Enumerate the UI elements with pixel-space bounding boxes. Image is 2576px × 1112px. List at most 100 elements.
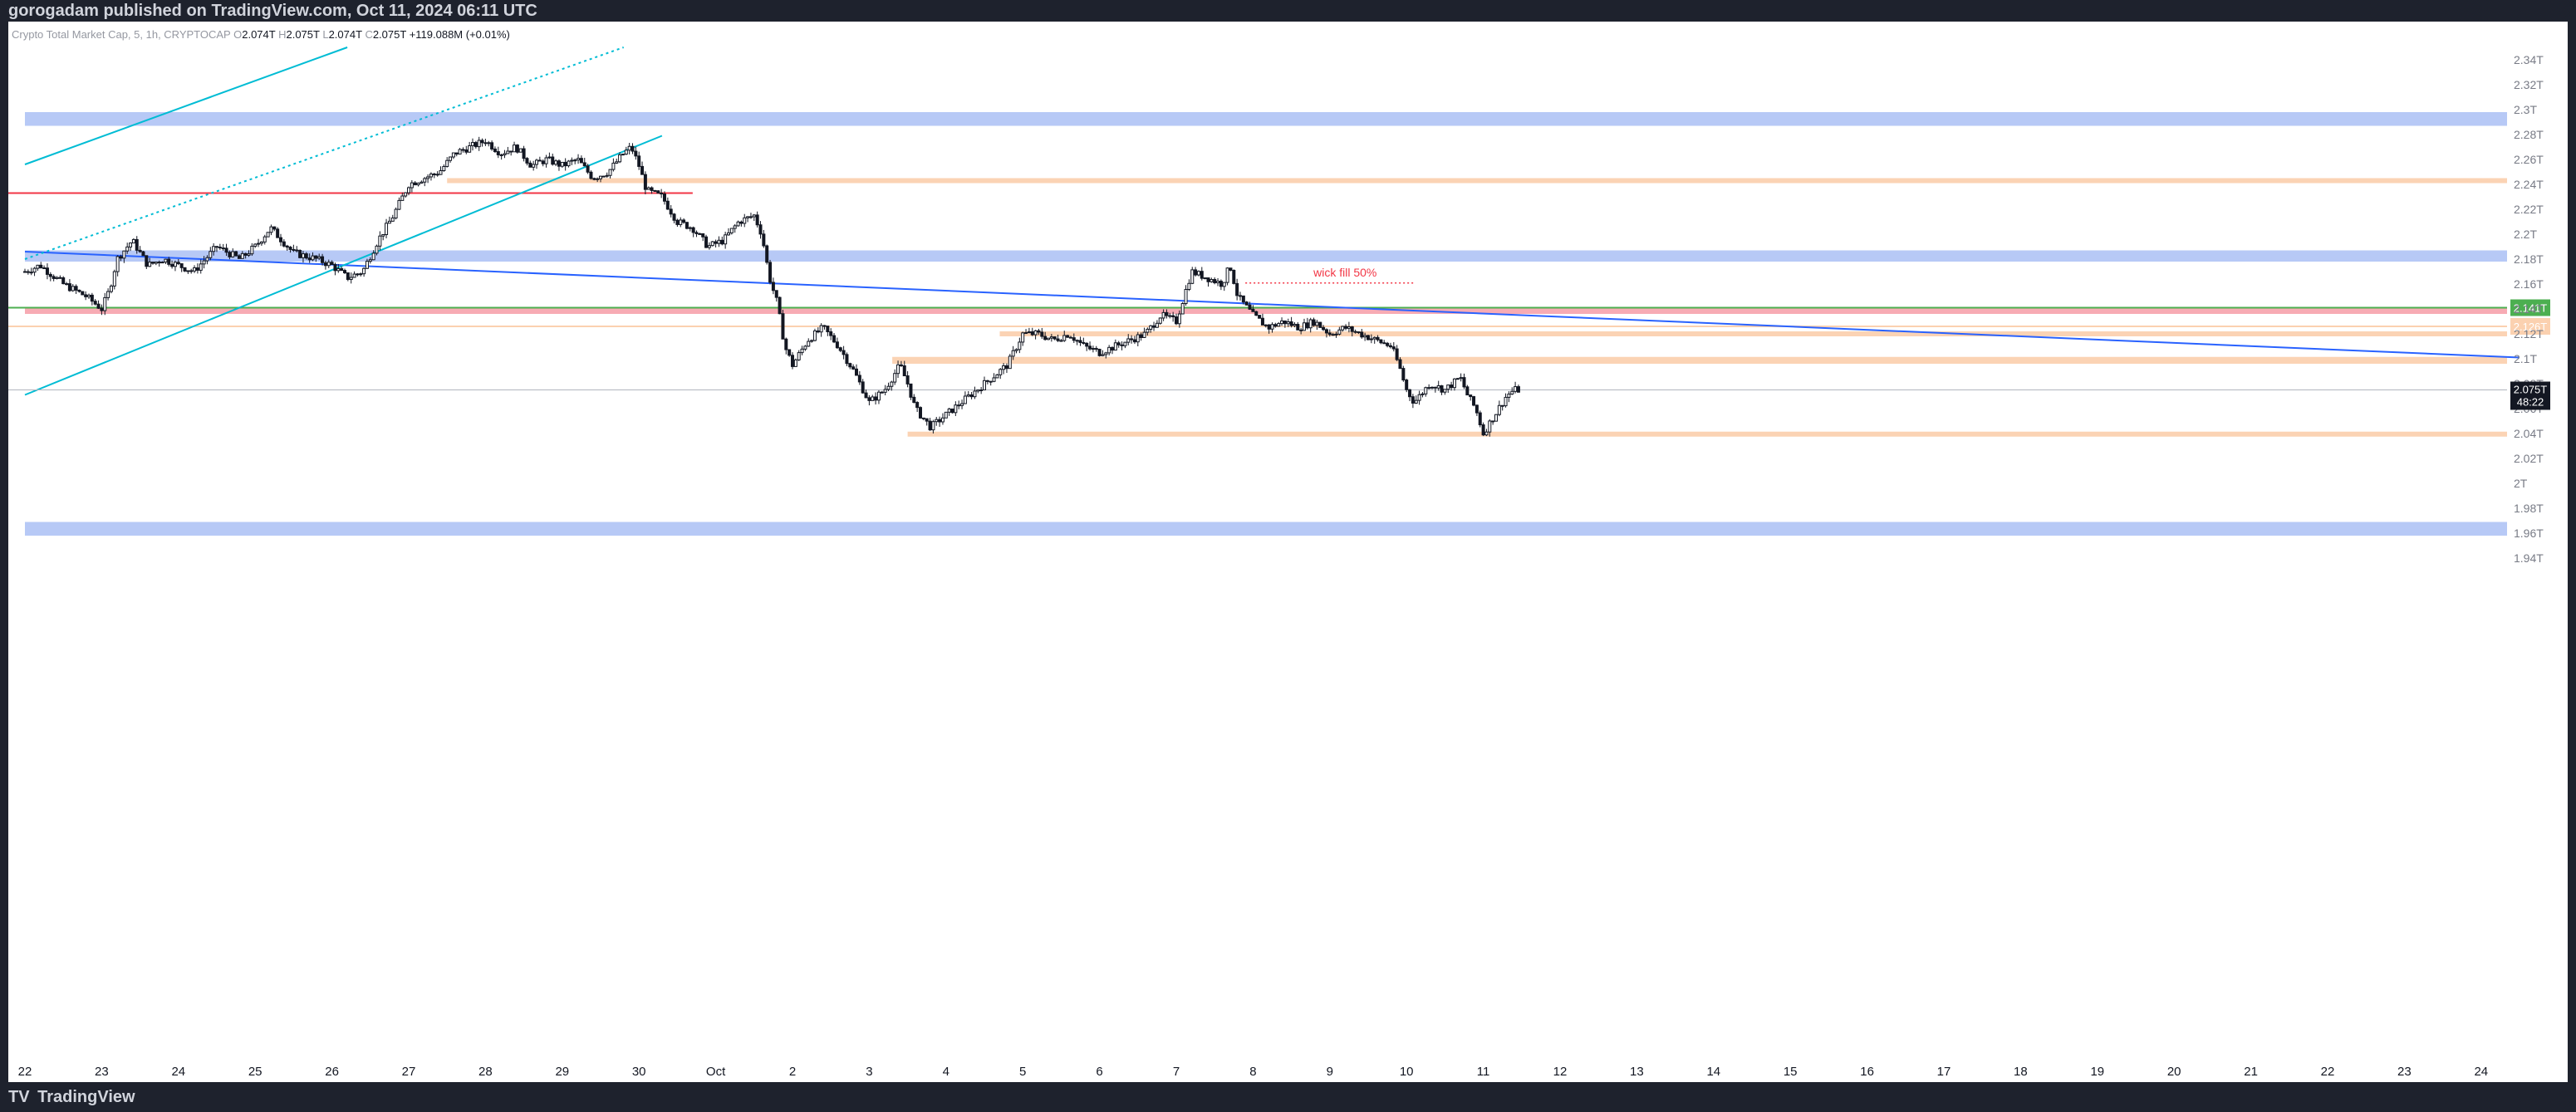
tradingview-logo[interactable]: TV TradingView xyxy=(8,1082,135,1112)
candle-body xyxy=(525,158,529,164)
candle xyxy=(755,211,759,228)
candle xyxy=(577,154,581,164)
candle-body xyxy=(896,364,900,375)
candle xyxy=(570,157,574,165)
price-chart[interactable]: 2.141T 2.126T wick fill 50% 2.34T 2.32T 2.3T 2… xyxy=(8,22,2568,1082)
candle xyxy=(1488,419,1492,437)
candle xyxy=(724,231,728,249)
candle-body xyxy=(582,162,586,167)
candle-body xyxy=(186,270,190,272)
candle xyxy=(1161,309,1165,321)
candle-body xyxy=(32,267,37,273)
candle-body xyxy=(1312,319,1316,326)
candle xyxy=(410,179,414,193)
candle-body xyxy=(890,381,894,387)
y-tick-label: 2.26T xyxy=(2514,153,2544,166)
x-tick-label: 3 xyxy=(866,1065,872,1079)
candle xyxy=(1408,389,1412,401)
candle-body xyxy=(1424,387,1428,394)
candle-body xyxy=(269,226,273,233)
candle-body xyxy=(1027,331,1031,334)
candle-body xyxy=(151,262,155,264)
candle xyxy=(848,362,852,370)
candle-body xyxy=(518,148,523,153)
candle xyxy=(1337,326,1342,336)
candle-body xyxy=(618,154,622,163)
candle xyxy=(931,419,935,434)
candle xyxy=(646,186,650,190)
candle-body xyxy=(589,171,593,179)
trendline-cyan-1 xyxy=(24,135,663,396)
candle-body xyxy=(954,404,958,414)
candle-body xyxy=(145,255,149,267)
candle-body xyxy=(183,267,187,272)
candle xyxy=(1043,331,1048,341)
candle-body xyxy=(653,189,657,192)
candle-body xyxy=(461,149,465,151)
candle-body xyxy=(154,262,158,264)
candle xyxy=(752,213,756,222)
candle xyxy=(1235,278,1239,301)
y-tick-label: 2.12T xyxy=(2514,327,2544,340)
candle xyxy=(42,265,47,270)
candle xyxy=(1024,329,1028,335)
candle xyxy=(1187,279,1191,291)
candle-body xyxy=(851,366,856,370)
candle xyxy=(1254,311,1259,316)
candle xyxy=(940,413,945,425)
candle-body xyxy=(209,251,213,258)
candle-body xyxy=(141,251,145,257)
candle-body xyxy=(1391,346,1396,350)
candle xyxy=(195,263,199,274)
candle-body xyxy=(560,161,564,167)
candle-body xyxy=(1303,322,1306,331)
y-tick-label: 1.94T xyxy=(2514,551,2544,565)
candle xyxy=(471,138,474,151)
candle xyxy=(694,230,699,238)
candle-body xyxy=(1427,387,1431,389)
candle xyxy=(26,269,30,275)
candle-body xyxy=(336,267,341,272)
candle-body xyxy=(1068,336,1072,339)
candle xyxy=(346,272,350,282)
candle-body xyxy=(240,252,244,259)
candle xyxy=(1443,389,1447,395)
candle xyxy=(1367,335,1370,340)
candle-body xyxy=(1263,324,1268,326)
candle xyxy=(653,189,657,193)
candle xyxy=(727,228,730,236)
candle xyxy=(1303,318,1306,331)
candle-body xyxy=(301,253,305,258)
candle-body xyxy=(224,247,228,253)
candle xyxy=(637,151,641,170)
candle-body xyxy=(1091,348,1095,350)
candle xyxy=(45,263,49,280)
candle xyxy=(812,328,817,342)
trendline-cyan-2 xyxy=(24,47,348,165)
candle-body xyxy=(1200,271,1204,279)
candle-body xyxy=(311,255,315,261)
trendline-cyan-dotted-3 xyxy=(24,47,625,260)
candle xyxy=(746,216,750,223)
candle-body xyxy=(1111,346,1114,351)
candle xyxy=(61,276,66,285)
chart-pane[interactable]: 2.141T 2.126T wick fill 50% 2.34T 2.32T 2.3T 2… xyxy=(8,22,2568,1082)
candle-body xyxy=(193,267,197,272)
candle-body xyxy=(976,389,980,392)
candle-body xyxy=(129,242,133,247)
x-tick-label: 30 xyxy=(632,1065,646,1079)
candle xyxy=(1500,404,1504,411)
candle xyxy=(122,250,126,263)
candle xyxy=(1273,322,1278,328)
candle xyxy=(748,213,753,219)
candle xyxy=(1436,380,1440,391)
candle-body xyxy=(909,383,913,398)
candle xyxy=(698,233,702,235)
candle xyxy=(969,391,974,399)
candle-body xyxy=(426,176,430,179)
candle-body xyxy=(748,216,753,218)
candle-body xyxy=(838,347,842,351)
candle xyxy=(164,258,168,265)
x-tick-label: 22 xyxy=(2321,1065,2335,1079)
candle xyxy=(1213,277,1217,285)
